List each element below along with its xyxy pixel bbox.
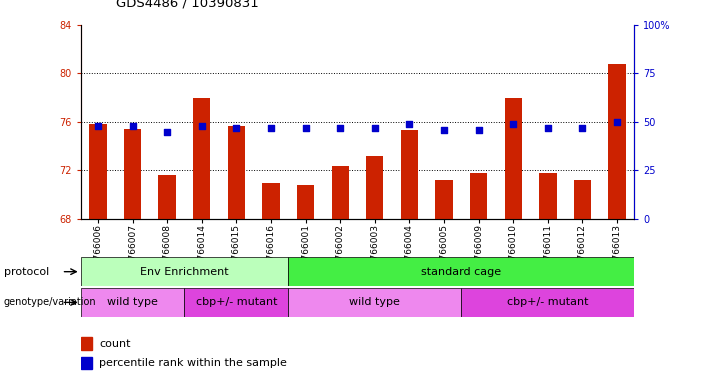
Point bbox=[300, 125, 311, 131]
Point bbox=[93, 123, 104, 129]
Text: count: count bbox=[99, 339, 130, 349]
Bar bbox=[470, 173, 487, 219]
Bar bbox=[81, 357, 93, 369]
Point bbox=[611, 119, 622, 125]
Point bbox=[577, 125, 588, 131]
Bar bbox=[158, 175, 176, 219]
Bar bbox=[366, 156, 383, 219]
Point bbox=[231, 125, 242, 131]
Text: genotype/variation: genotype/variation bbox=[4, 297, 96, 308]
Point bbox=[369, 125, 381, 131]
Bar bbox=[89, 124, 107, 219]
Point bbox=[127, 123, 138, 129]
Bar bbox=[435, 180, 453, 219]
Text: percentile rank within the sample: percentile rank within the sample bbox=[99, 358, 287, 368]
Text: GDS4486 / 10390831: GDS4486 / 10390831 bbox=[116, 0, 259, 10]
Bar bbox=[288, 257, 634, 286]
Bar bbox=[461, 288, 634, 317]
Text: protocol: protocol bbox=[4, 266, 49, 277]
Text: cbp+/- mutant: cbp+/- mutant bbox=[196, 297, 277, 308]
Bar bbox=[297, 185, 314, 219]
Point bbox=[161, 129, 172, 135]
Bar bbox=[288, 288, 461, 317]
Point bbox=[266, 125, 277, 131]
Bar bbox=[124, 129, 141, 219]
Bar bbox=[184, 288, 288, 317]
Point bbox=[543, 125, 554, 131]
Text: wild type: wild type bbox=[349, 297, 400, 308]
Point bbox=[334, 125, 346, 131]
Bar bbox=[81, 337, 93, 350]
Point bbox=[438, 127, 449, 133]
Text: wild type: wild type bbox=[107, 297, 158, 308]
Bar bbox=[608, 64, 626, 219]
Point bbox=[508, 121, 519, 127]
Text: cbp+/- mutant: cbp+/- mutant bbox=[507, 297, 589, 308]
Bar bbox=[401, 131, 418, 219]
Point bbox=[404, 121, 415, 127]
Bar bbox=[505, 98, 522, 219]
Bar bbox=[262, 182, 280, 219]
Point bbox=[473, 127, 484, 133]
Text: standard cage: standard cage bbox=[421, 266, 501, 277]
Text: Env Enrichment: Env Enrichment bbox=[140, 266, 229, 277]
Bar bbox=[574, 180, 591, 219]
Bar bbox=[81, 288, 184, 317]
Point bbox=[196, 123, 207, 129]
Bar bbox=[193, 98, 210, 219]
Bar bbox=[228, 126, 245, 219]
Bar bbox=[332, 166, 349, 219]
Bar bbox=[81, 257, 288, 286]
Bar bbox=[539, 173, 557, 219]
